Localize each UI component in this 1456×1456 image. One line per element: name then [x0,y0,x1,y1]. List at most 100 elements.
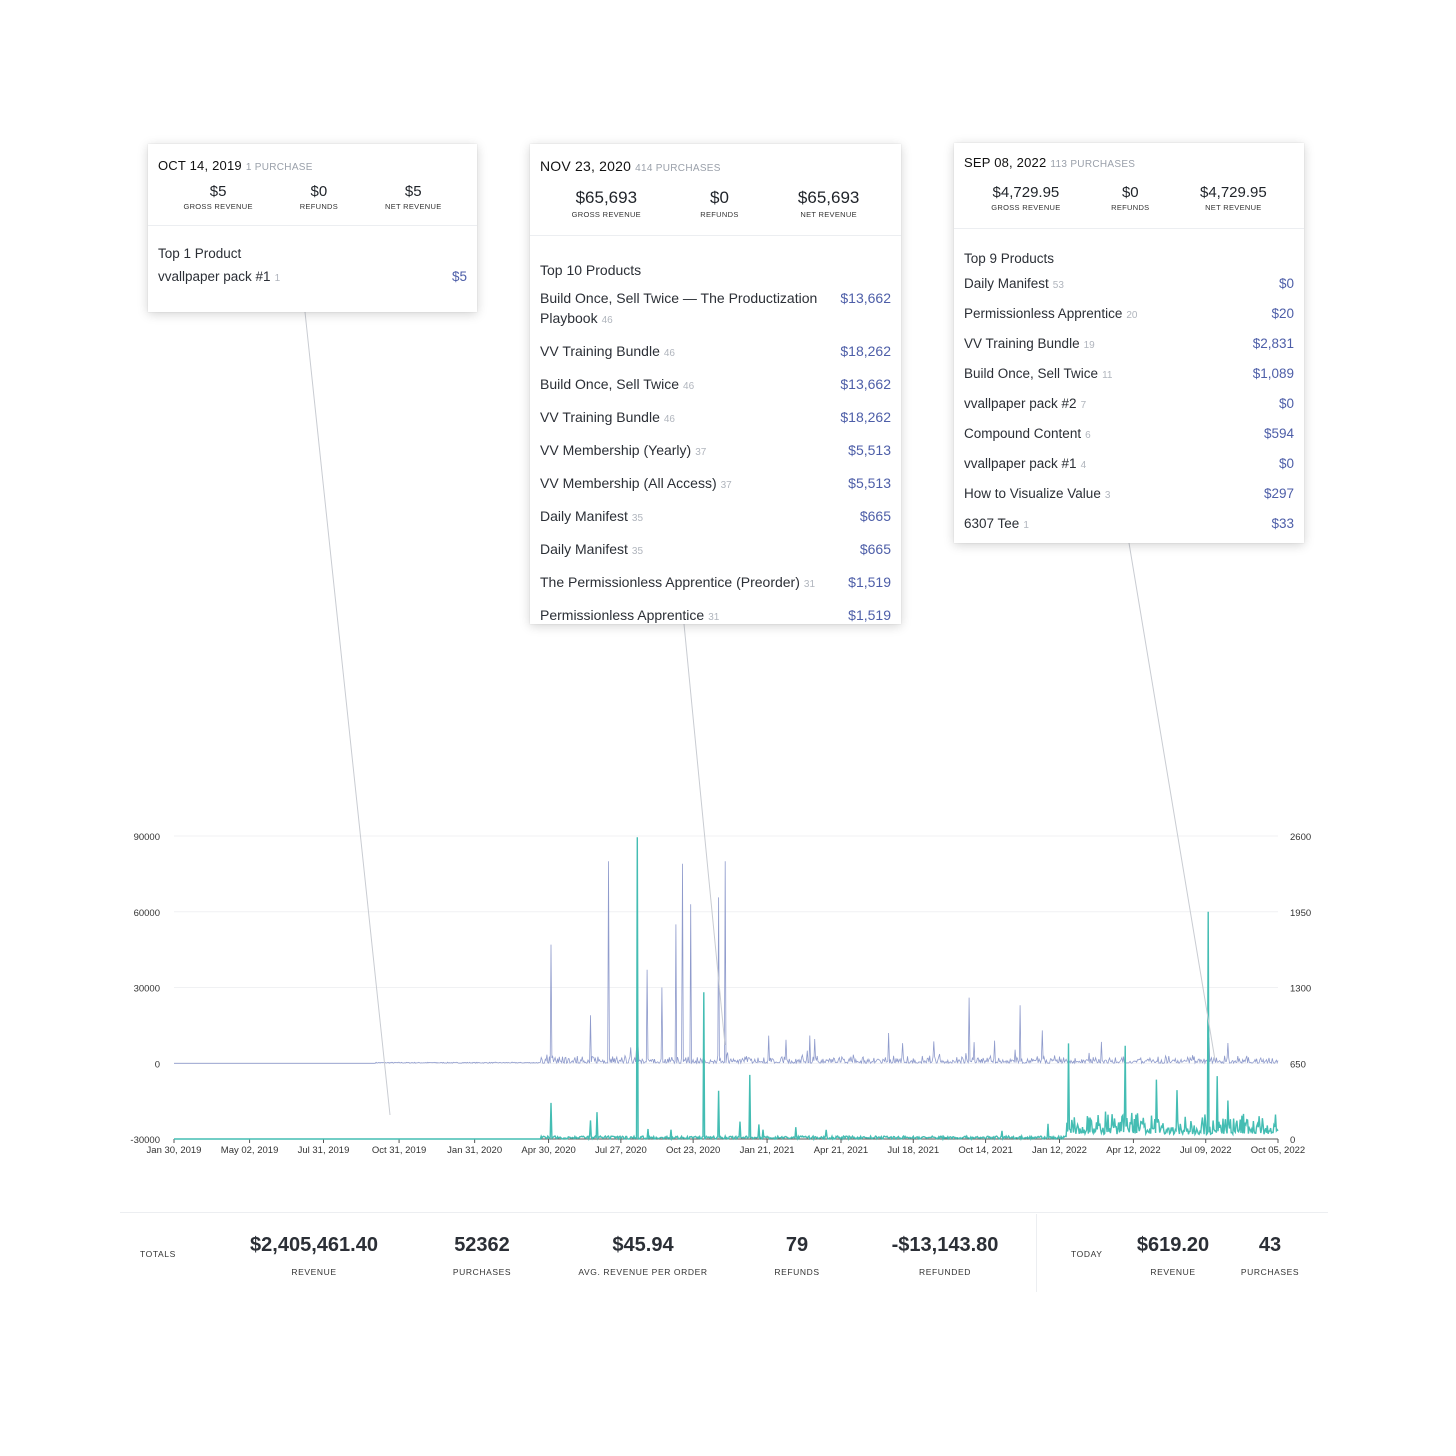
product-value: $1,519 [848,574,891,590]
product-count: 11 [1102,370,1113,381]
tooltip-connector [1128,542,1216,1061]
x-tick-label: Oct 05, 2022 [1251,1145,1305,1156]
product-value: $297 [1263,486,1294,501]
product-count: 20 [1126,310,1138,321]
gross-revenue-stat: $65,693 GROSS REVENUE [571,188,641,219]
purchases-series-line [174,837,1279,1142]
product-value: $665 [859,541,891,557]
y-right-tick-label: 0 [1290,1135,1295,1146]
product-row: Compound Content 6 $594 [964,424,1294,446]
product-name: How to Visualize Value [964,486,1101,501]
products-title: Top 9 Products [964,251,1055,266]
product-count: 19 [1083,340,1095,351]
totals-tag: TOTALS [140,1249,176,1259]
x-tick-label: Apr 30, 2020 [521,1145,575,1156]
product-row: VV Training Bundle 46 $18,262 [540,341,891,364]
tooltip-oct-14-2019: OCT 14, 2019 1 PURCHASE $5 GROSS REVENUE $… [148,144,477,312]
total-purchases: 52362 PURCHASES [452,1234,512,1277]
tooltip-date: OCT 14, 2019 [158,158,242,173]
product-count: 53 [1052,280,1064,291]
revenue-series-line [174,861,1279,1065]
tooltip-stats: $65,693 GROSS REVENUE $0 REFUNDS $65,693 NE… [530,174,901,236]
product-row: Build Once, Sell Twice 11 $1,089 [964,364,1294,386]
product-value: $0 [1278,396,1294,411]
total-revenue: $2,405,461.40 REVENUE [250,1234,378,1277]
product-name: Compound Content [964,426,1082,441]
y-left-tick-label: 30000 [134,984,160,995]
net-revenue-stat: $4,729.95 NET REVENUE [1199,184,1267,212]
tooltip-sep-08-2022: SEP 08, 2022 113 PURCHASES $4,729.95 GROSS… [954,143,1304,543]
tooltip-date: NOV 23, 2020 [540,158,632,174]
today-revenue: $619.20 REVENUE [1136,1234,1210,1277]
x-tick-label: Jul 18, 2021 [887,1145,939,1156]
product-row: How to Visualize Value 3 $297 [964,484,1294,506]
product-row: 6307 Tee 1 $33 [964,514,1294,536]
product-row: VV Training Bundle 46 $18,262 [540,407,891,430]
product-count: 35 [631,513,644,524]
product-name: vvallpaper pack #2 [964,396,1077,411]
product-value: $5,513 [848,475,891,491]
product-name: VV Training Bundle [540,409,660,425]
gross-revenue-stat: $4,729.95 GROSS REVENUE [991,184,1061,212]
product-value: $0 [1278,456,1294,471]
product-name: VV Training Bundle [964,336,1080,351]
product-value: $20 [1271,306,1294,321]
totals-bar: TOTALS $2,405,461.40 REVENUE 52362 PURCH… [0,1212,1456,1302]
x-tick-label: Apr 21, 2021 [814,1145,868,1156]
product-list: Build Once, Sell Twice — The Productizat… [540,288,891,628]
y-right-tick-label: 2600 [1290,832,1311,843]
today-tag: TODAY [1071,1249,1103,1259]
x-tick-label: Oct 31, 2019 [372,1145,426,1156]
totals-divider [120,1212,1328,1213]
product-name: VV Membership (Yearly) [540,442,692,458]
product-name: Daily Manifest [540,508,628,524]
product-count: 1 [1023,520,1029,531]
product-value: $13,662 [840,376,891,392]
product-row: Daily Manifest 35 $665 [540,539,891,562]
product-row: The Permissionless Apprentice (Preorder)… [540,572,891,595]
x-tick-label: Jul 31, 2019 [298,1145,350,1156]
product-value: $33 [1271,516,1294,531]
tooltip-nov-23-2020: NOV 23, 2020 414 PURCHASES $65,693 GROSS R… [530,144,901,624]
product-row: VV Training Bundle 19 $2,831 [964,334,1294,356]
product-count: 37 [720,480,732,491]
x-tick-label: Jan 30, 2019 [147,1145,202,1156]
x-tick-label: Jan 21, 2021 [740,1145,795,1156]
product-count: 46 [683,381,695,392]
today-divider [1036,1214,1037,1292]
y-right-tick-label: 1950 [1290,908,1311,919]
tooltip-count: 113 PURCHASES [1050,159,1136,170]
net-revenue-stat: $5 NET REVENUE [385,183,442,211]
y-left-tick-label: 90000 [134,832,160,843]
product-name: Permissionless Apprentice [540,607,705,623]
product-name: VV Training Bundle [540,343,660,359]
product-count: 31 [803,579,816,590]
product-name: vvallpaper pack #1 [964,456,1077,471]
x-tick-label: Jan 12, 2022 [1032,1145,1087,1156]
product-value: $13,662 [840,290,891,306]
x-tick-label: Oct 23, 2020 [666,1145,720,1156]
x-tick-label: May 02, 2019 [221,1145,279,1156]
product-name: The Permissionless Apprentice (Preorder) [540,574,800,590]
product-count: 1 [274,273,281,284]
product-name: Build Once, Sell Twice — The Productizat… [540,290,818,326]
tooltip-products: Top 10 Products Build Once, Sell Twice —… [530,236,901,648]
refunds-stat: $0 REFUNDS [700,188,739,219]
product-count: 46 [601,315,613,326]
product-count: 35 [631,546,644,557]
products-title: Top 1 Product [158,246,242,261]
product-count: 3 [1104,490,1111,501]
x-tick-label: Jan 31, 2020 [447,1145,502,1156]
x-tick-label: Oct 14, 2021 [958,1145,1012,1156]
product-name: Build Once, Sell Twice [540,376,680,392]
product-row: VV Membership (All Access) 37 $5,513 [540,473,891,496]
refunds-stat: $0 REFUNDS [1111,184,1150,212]
tooltip-products: Top 1 Product vvallpaper pack #1 1 $5 [148,226,477,299]
tooltip-date: SEP 08, 2022 [964,155,1047,170]
y-right-tick-label: 1300 [1290,984,1311,995]
tooltip-count: 1 PURCHASE [245,162,313,173]
product-value: $1,519 [848,607,891,623]
product-name: Daily Manifest [540,541,628,557]
product-row: Daily Manifest 35 $665 [540,506,891,529]
product-name: vvallpaper pack #1 [158,269,271,284]
